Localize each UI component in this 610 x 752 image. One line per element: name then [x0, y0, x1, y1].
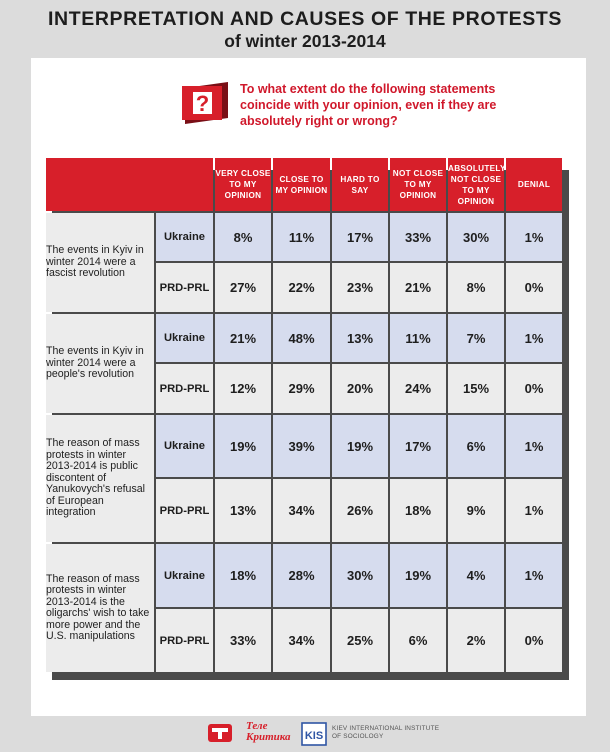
- value-cell: 1%: [506, 314, 562, 362]
- column-header: DENIAL: [506, 158, 562, 211]
- group-label: Ukraine: [156, 314, 213, 362]
- telekrytyka-logo-text: Теле Критика: [246, 720, 291, 743]
- kiis-logo-text: KIEV INTERNATIONAL INSTITUTE OF SOCIOLOG…: [332, 725, 440, 740]
- value-cell: 11%: [390, 314, 446, 362]
- value-cell: 30%: [448, 213, 504, 261]
- value-cell: 15%: [448, 364, 504, 413]
- table-row-ukraine: The events in Kyiv in winter 2014 were a…: [46, 213, 562, 312]
- value-cell: 0%: [506, 263, 562, 312]
- group-label: PRD-PRL: [156, 609, 213, 672]
- value-cell: 21%: [215, 314, 271, 362]
- value-cell: 1%: [506, 415, 562, 477]
- statement-cell: The events in Kyiv in winter 2014 were a…: [46, 314, 154, 413]
- value-cell: 18%: [390, 479, 446, 542]
- value-cell: 28%: [273, 544, 330, 607]
- value-cell: 7%: [448, 314, 504, 362]
- title-line-1: INTERPRETATION AND CAUSES OF THE PROTEST…: [48, 8, 562, 30]
- statement-cell: The reason of mass protests in winter 20…: [46, 544, 154, 672]
- results-table: VERY CLOSE TO MY OPINION CLOSE TO MY OPI…: [44, 156, 564, 674]
- statement-cell: The events in Kyiv in winter 2014 were a…: [46, 213, 154, 312]
- value-cell: 34%: [273, 609, 330, 672]
- value-cell: 6%: [390, 609, 446, 672]
- value-cell: 8%: [215, 213, 271, 261]
- column-header: CLOSE TO MY OPINION: [273, 158, 330, 211]
- page-title: INTERPRETATION AND CAUSES OF THE PROTEST…: [0, 8, 610, 52]
- value-cell: 34%: [273, 479, 330, 542]
- value-cell: 13%: [332, 314, 388, 362]
- value-cell: 24%: [390, 364, 446, 413]
- value-cell: 18%: [215, 544, 271, 607]
- value-cell: 12%: [215, 364, 271, 413]
- statement-cell: The reason of mass protests in winter 20…: [46, 415, 154, 542]
- value-cell: 1%: [506, 479, 562, 542]
- value-cell: 23%: [332, 263, 388, 312]
- column-header: NOT CLOSE TO MY OPINION: [390, 158, 446, 211]
- value-cell: 4%: [448, 544, 504, 607]
- svg-text:KIS: KIS: [305, 730, 323, 742]
- value-cell: 17%: [332, 213, 388, 261]
- group-label: PRD-PRL: [156, 479, 213, 542]
- group-label: PRD-PRL: [156, 263, 213, 312]
- value-cell: 20%: [332, 364, 388, 413]
- kiis-logo: KIS: [301, 722, 327, 746]
- value-cell: 13%: [215, 479, 271, 542]
- column-header: ABSOLUTELY NOT CLOSE TO MY OPINION: [448, 158, 505, 211]
- value-cell: 19%: [215, 415, 271, 477]
- value-cell: 6%: [448, 415, 504, 477]
- group-label: Ukraine: [156, 415, 213, 477]
- table-row-ukraine: The reason of mass protests in winter 20…: [46, 415, 562, 542]
- table-row-prd-prl: PRD-PRL 13% 34% 26% 18% 9% 1%: [46, 479, 562, 542]
- value-cell: 25%: [332, 609, 388, 672]
- question-mark-icon: ?: [182, 82, 228, 124]
- header-blank: [46, 158, 213, 211]
- value-cell: 22%: [273, 263, 330, 312]
- column-header: VERY CLOSE TO MY OPINION: [215, 158, 271, 211]
- value-cell: 9%: [448, 479, 504, 542]
- value-cell: 21%: [390, 263, 446, 312]
- value-cell: 8%: [448, 263, 504, 312]
- value-cell: 33%: [390, 213, 446, 261]
- group-label: Ukraine: [156, 544, 213, 607]
- value-cell: 30%: [332, 544, 388, 607]
- survey-question: To what extent do the following statemen…: [240, 82, 497, 128]
- table-row-prd-prl: PRD-PRL 33% 34% 25% 6% 2% 0%: [46, 609, 562, 672]
- value-cell: 26%: [332, 479, 388, 542]
- group-label: PRD-PRL: [156, 364, 213, 413]
- table-row-ukraine: The reason of mass protests in winter 20…: [46, 544, 562, 672]
- value-cell: 19%: [390, 544, 446, 607]
- value-cell: 17%: [390, 415, 446, 477]
- value-cell: 1%: [506, 213, 562, 261]
- value-cell: 29%: [273, 364, 330, 413]
- group-label: Ukraine: [156, 213, 213, 261]
- table-row-ukraine: The events in Kyiv in winter 2014 were a…: [46, 314, 562, 413]
- header-row: VERY CLOSE TO MY OPINION CLOSE TO MY OPI…: [46, 158, 562, 211]
- value-cell: 11%: [273, 213, 330, 261]
- value-cell: 39%: [273, 415, 330, 477]
- value-cell: 19%: [332, 415, 388, 477]
- value-cell: 1%: [506, 544, 562, 607]
- svg-text:?: ?: [196, 91, 209, 116]
- value-cell: 0%: [506, 364, 562, 413]
- value-cell: 33%: [215, 609, 271, 672]
- telekrytyka-logo: [208, 724, 232, 742]
- table-row-prd-prl: PRD-PRL 12% 29% 20% 24% 15% 0%: [46, 364, 562, 413]
- value-cell: 48%: [273, 314, 330, 362]
- value-cell: 0%: [506, 609, 562, 672]
- footer-logos: KIS: [208, 722, 327, 746]
- title-line-2: of winter 2013-2014: [224, 31, 386, 51]
- column-header: HARD TO SAY: [332, 158, 388, 211]
- value-cell: 27%: [215, 263, 271, 312]
- table-row-prd-prl: PRD-PRL 27% 22% 23% 21% 8% 0%: [46, 263, 562, 312]
- value-cell: 2%: [448, 609, 504, 672]
